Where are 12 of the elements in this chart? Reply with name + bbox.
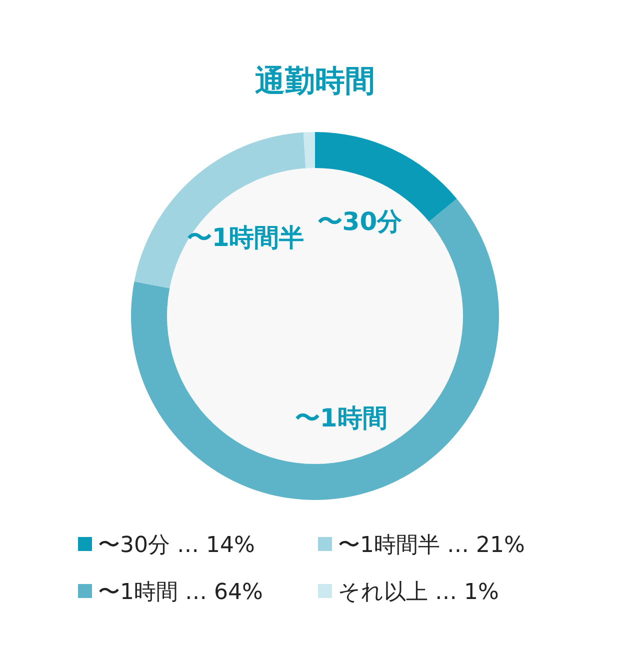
data-label: … 14% bbox=[177, 533, 255, 558]
slice-label: 〜1時間半 bbox=[186, 223, 304, 252]
data-label: … 1% bbox=[435, 580, 499, 605]
legend-label: 〜1時間半 bbox=[338, 533, 447, 558]
legend-label: それ以上 bbox=[338, 580, 435, 605]
data-label: … 64% bbox=[185, 580, 263, 605]
legend-label: 〜30分 bbox=[98, 533, 177, 558]
chart-title: 通勤時間 bbox=[255, 64, 375, 99]
slice-label: 〜1時間 bbox=[294, 404, 388, 433]
slice-label: 〜30分 bbox=[317, 206, 404, 236]
legend-label: 〜1時間 bbox=[98, 580, 185, 605]
data-label: … 21% bbox=[447, 533, 525, 558]
